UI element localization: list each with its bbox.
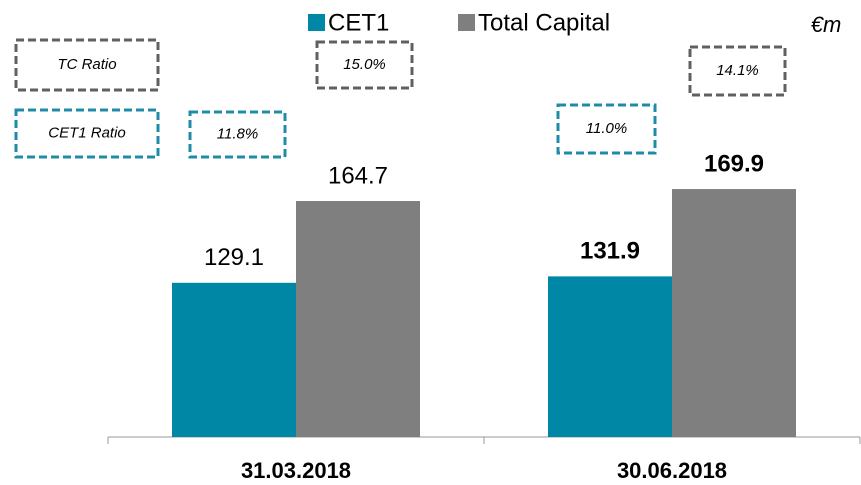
data-label: 169.9 bbox=[704, 150, 764, 177]
unit-label: €m bbox=[811, 12, 842, 37]
data-label: 131.9 bbox=[580, 238, 640, 265]
legend-label: CET1 bbox=[328, 9, 389, 36]
ratio-value: 11.8% bbox=[217, 125, 258, 142]
data-label: 164.7 bbox=[328, 162, 388, 189]
data-label: 129.1 bbox=[204, 244, 264, 271]
legend-label: Total Capital bbox=[478, 9, 610, 36]
bar bbox=[672, 189, 796, 437]
ratio-value: 14.1% bbox=[716, 62, 759, 79]
ratio-name-box bbox=[14, 108, 160, 159]
ratio-value-box bbox=[556, 103, 657, 155]
bar bbox=[548, 276, 672, 437]
x-tick-label: 30.06.2018 bbox=[617, 458, 727, 483]
ratio-name: CET1 Ratio bbox=[48, 124, 126, 141]
ratio-value: 11.0% bbox=[586, 120, 627, 137]
x-tick-label: 31.03.2018 bbox=[241, 458, 351, 483]
legend-swatch bbox=[458, 14, 475, 31]
bar bbox=[296, 201, 420, 437]
ratio-value-box bbox=[188, 110, 287, 159]
ratio-value: 15.0% bbox=[343, 56, 386, 73]
bar bbox=[172, 282, 296, 437]
legend-swatch bbox=[308, 14, 325, 31]
ratio-value-box bbox=[315, 40, 414, 90]
ratio-name: TC Ratio bbox=[57, 56, 116, 73]
